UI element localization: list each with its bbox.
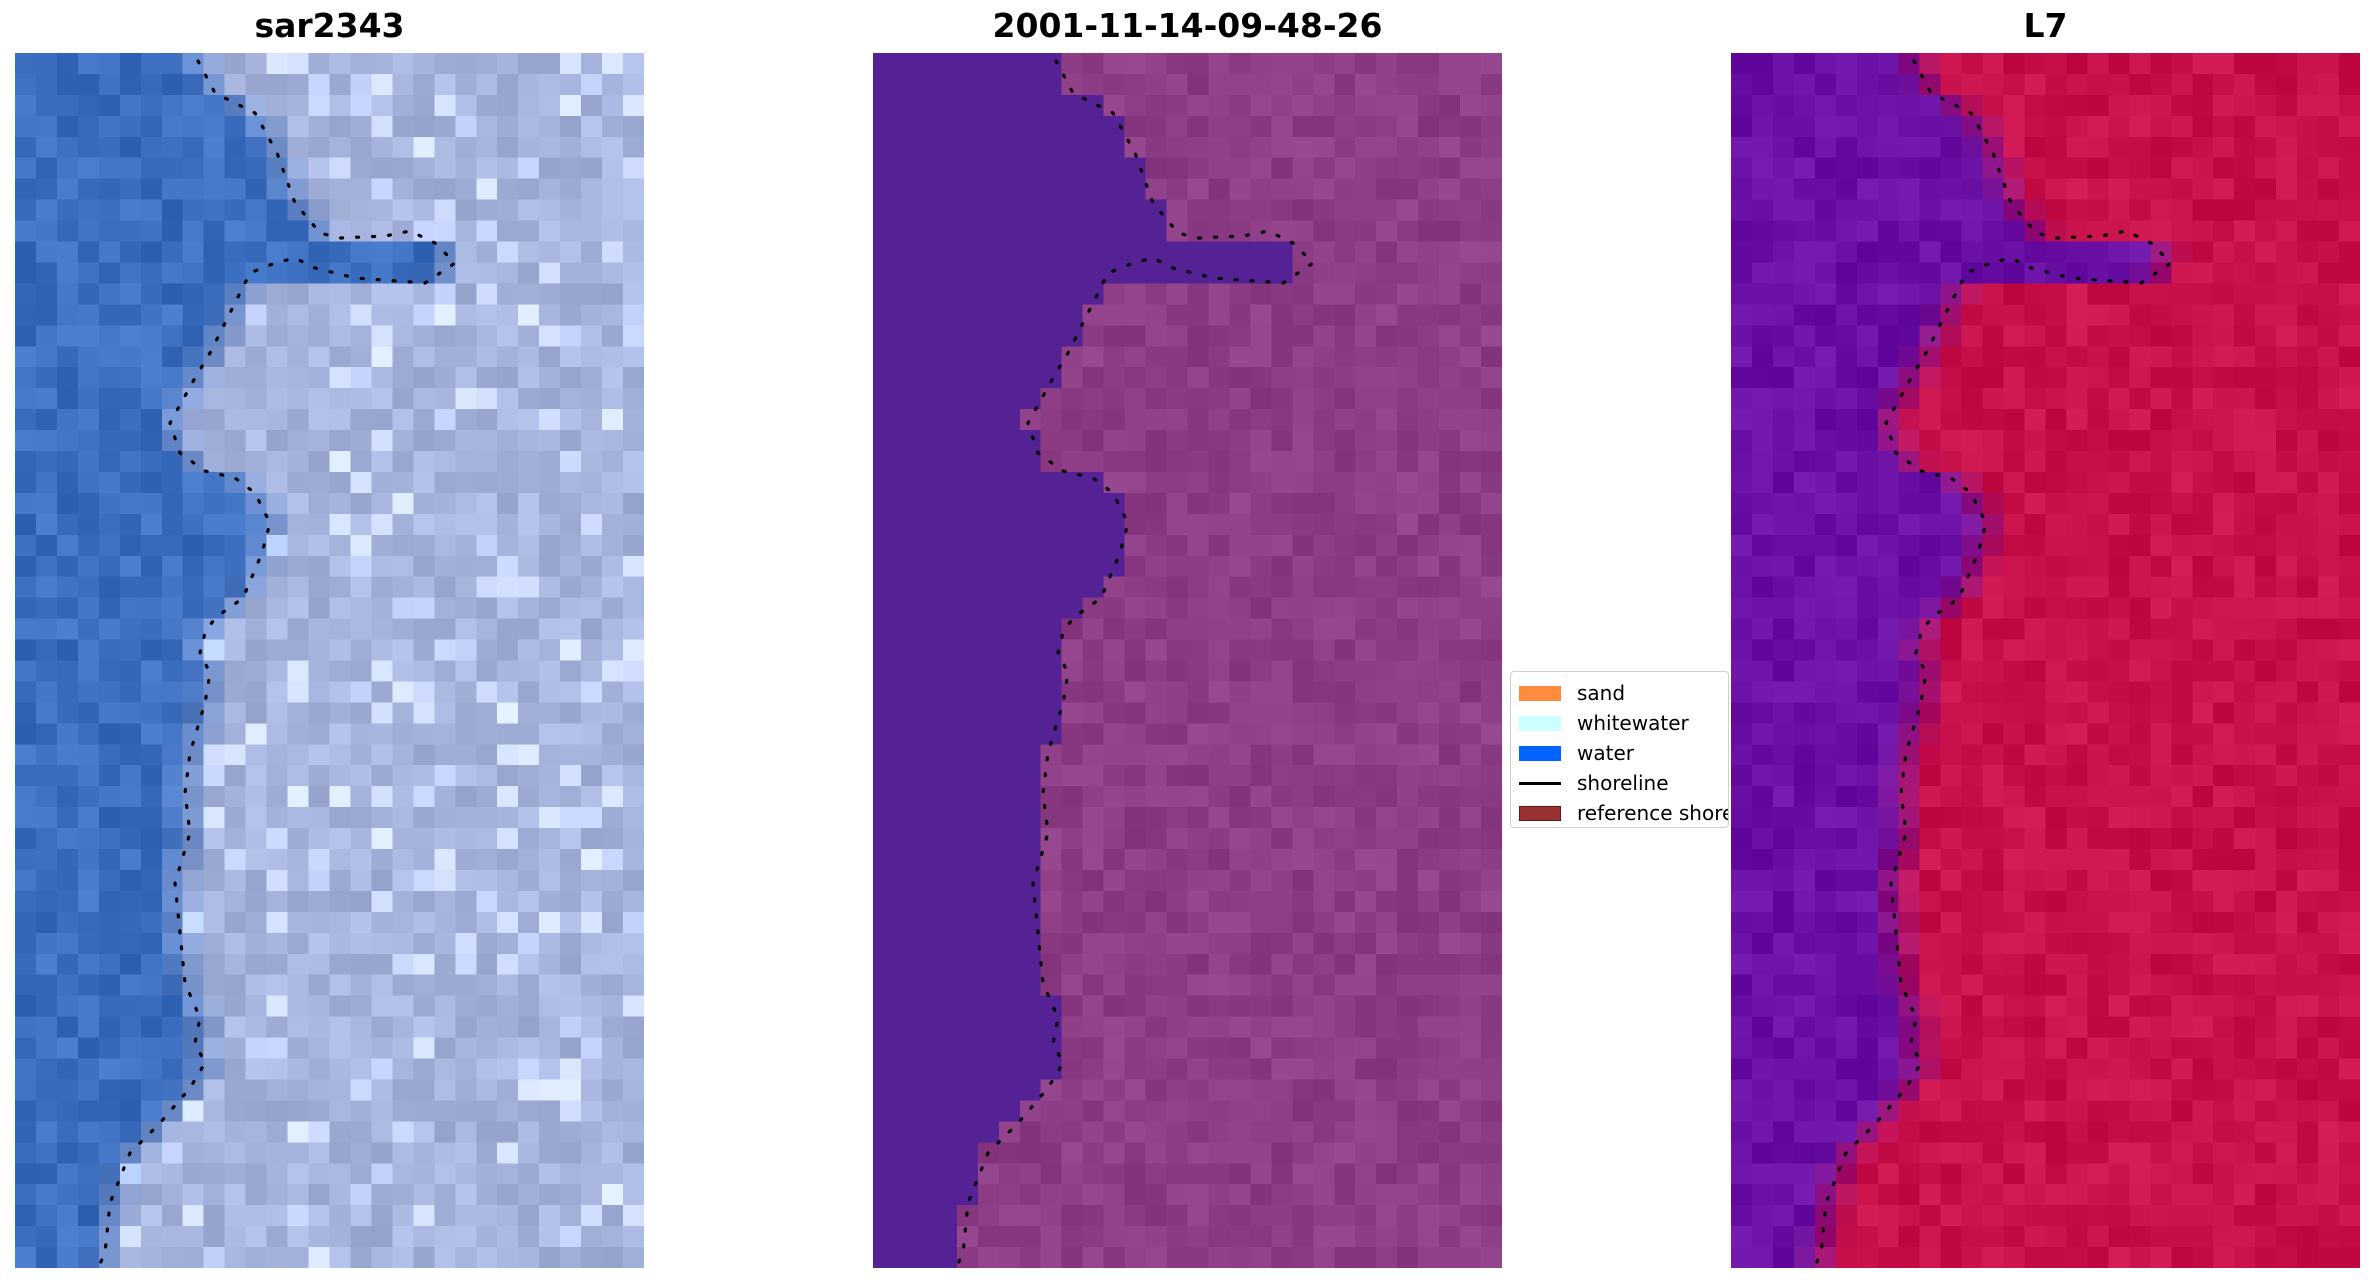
panel-title-l7: L7 [2023, 6, 2068, 45]
classified-image [873, 53, 1502, 1268]
legend-label: sand [1577, 681, 1626, 705]
rgb-image-canvas [15, 53, 644, 1268]
legend-label: shoreline [1577, 771, 1669, 795]
legend-item-whitewater: whitewater [1519, 711, 1689, 735]
shoreline-overlay [1812, 59, 2174, 1268]
index-image-canvas [1731, 53, 2360, 1268]
legend-item-shoreline: shoreline [1519, 771, 1669, 795]
classified-image-canvas [873, 53, 1502, 1268]
legend-item-sand: sand [1519, 681, 1626, 705]
reference-shoreline-swatch [1519, 805, 1561, 821]
legend-label: whitewater [1577, 711, 1689, 735]
legend-item-reference-shoreline: reference shoreline [1519, 801, 1728, 825]
legend: sand whitewater water shoreline referenc… [1510, 671, 1729, 828]
legend-label: reference shoreline [1577, 801, 1728, 825]
legend-item-water: water [1519, 741, 1634, 765]
rgb-satellite-image [15, 53, 644, 1268]
sand-swatch [1519, 685, 1561, 701]
panel-title-sar2343: sar2343 [254, 6, 405, 45]
whitewater-swatch [1519, 715, 1561, 731]
index-image [1731, 53, 2360, 1268]
shoreline-overlay [954, 59, 1316, 1268]
shoreline-line-swatch [1519, 781, 1561, 785]
legend-label: water [1577, 741, 1634, 765]
water-swatch [1519, 745, 1561, 761]
panel-title-date: 2001-11-14-09-48-26 [992, 6, 1383, 45]
shoreline-overlay [96, 59, 458, 1268]
